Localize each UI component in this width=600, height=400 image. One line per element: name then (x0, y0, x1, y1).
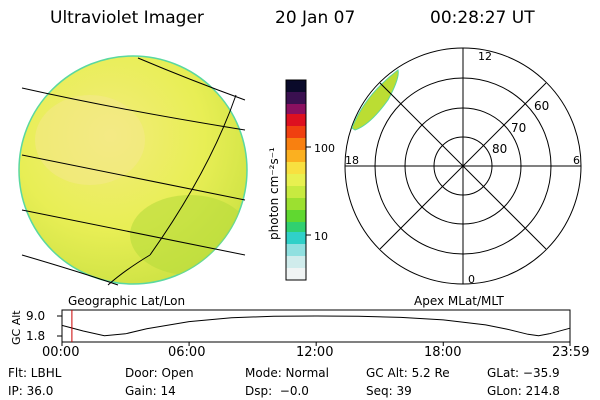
x-tick-00-00: 00:00 (42, 345, 80, 360)
mlt-label-12: 12 (478, 50, 492, 63)
info-filter: Flt: LBHL (8, 366, 62, 380)
colorbar-label: photon cm⁻²s⁻¹ (267, 147, 281, 240)
x-tick-06-00: 06:00 (168, 345, 206, 360)
mlt-label-6: 6 (573, 154, 580, 167)
info-seq: Seq: 39 (366, 384, 412, 398)
info-mode: Mode: Normal (245, 366, 329, 380)
x-tick-23-59: 23:59 (552, 345, 590, 360)
header-date: 20 Jan 07 (275, 8, 356, 28)
left-panel-caption: Geographic Lat/Lon (68, 294, 185, 308)
info-gc-alt: GC Alt: 5.2 Re (366, 366, 450, 380)
aurora-oval-patch (351, 69, 399, 131)
info-gain: Gain: 14 (125, 384, 176, 398)
color-bar: 100 10 photon cm⁻²s⁻¹ (267, 79, 335, 281)
info-glat: GLat: −35.9 (487, 366, 560, 380)
info-door: Door: Open (125, 366, 194, 380)
app-title: Ultraviolet Imager (50, 8, 204, 28)
geographic-grid (21, 57, 246, 286)
mlt-label-18: 18 (345, 154, 359, 167)
y-tick-9-0: 9.0 (26, 309, 45, 323)
header-time: 00:28:27 UT (430, 8, 535, 28)
x-tick-12-00: 12:00 (296, 345, 334, 360)
mlat-label-60: 60 (534, 99, 549, 113)
polar-plot: 12 0 18 6 60 70 80 (344, 47, 582, 286)
polar-panel-caption: Apex MLat/MLT (414, 294, 504, 308)
colorbar-tick-100: 100 (314, 142, 335, 155)
y-axis-label: GC Alt (10, 310, 23, 345)
mlat-label-80: 80 (492, 142, 507, 156)
mlt-label-0: 0 (468, 273, 475, 286)
earth-disk-image (18, 55, 248, 286)
orbit-altitude-line (61, 315, 571, 337)
mlat-label-70: 70 (511, 121, 526, 135)
x-tick-18-00: 18:00 (424, 345, 462, 360)
colorbar-tick-10: 10 (314, 230, 328, 243)
info-ip: IP: 36.0 (8, 384, 54, 398)
y-tick-1-8: 1.8 (26, 329, 45, 343)
info-glon: GLon: 214.8 (487, 384, 560, 398)
info-dsp: Dsp: −0.0 (245, 384, 309, 398)
orbit-plot-frame (61, 309, 571, 343)
orbit-altitude-chart: 9.0 1.8 GC Alt (10, 309, 571, 346)
x-ticks (61, 342, 571, 346)
